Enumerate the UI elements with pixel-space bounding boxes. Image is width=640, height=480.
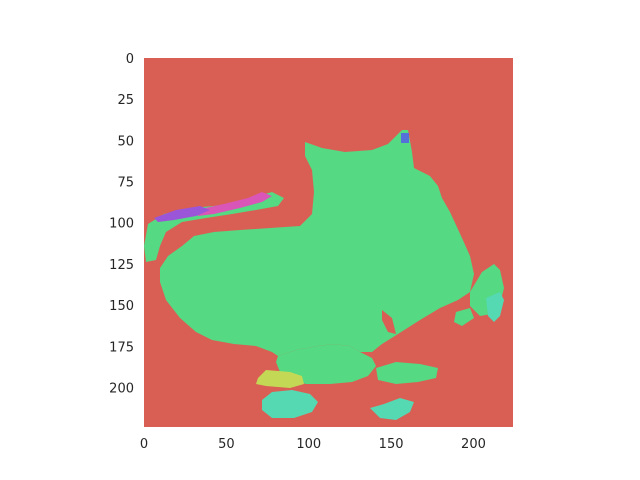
y-tick-label: 0 (126, 52, 134, 67)
x-axis: 0 50 100 150 200 (140, 437, 486, 452)
y-tick-label: 200 (109, 381, 134, 396)
x-tick-label: 0 (140, 437, 148, 452)
y-tick-label: 175 (109, 340, 134, 355)
y-tick-label: 50 (117, 134, 134, 149)
center-notch (382, 310, 396, 334)
x-tick-label: 150 (379, 437, 404, 452)
x-tick-label: 200 (461, 437, 486, 452)
teal-patch-bottom (262, 390, 318, 418)
right-nub-segment (454, 308, 474, 326)
y-tick-label: 25 (117, 93, 134, 108)
magenta-strip (196, 192, 272, 216)
purple-strip (154, 206, 210, 222)
blue-dot (401, 133, 409, 143)
x-tick-label: 50 (218, 437, 235, 452)
left-arm-segment (144, 192, 284, 262)
bottom-right-blob (376, 362, 438, 384)
y-tick-label: 125 (109, 258, 134, 273)
y-tick-label: 150 (109, 299, 134, 314)
teal-patch-small (370, 398, 414, 420)
plot-area (144, 58, 513, 427)
teal-patch-right (486, 292, 504, 322)
y-tick-label: 100 (109, 217, 134, 232)
x-tick-label: 100 (296, 437, 321, 452)
yellow-patch (256, 370, 304, 388)
y-tick-label: 75 (117, 176, 134, 191)
main-segment-lower (276, 344, 376, 384)
main-segment (160, 130, 474, 356)
y-axis: 0 25 50 75 100 125 150 175 200 (109, 52, 134, 396)
